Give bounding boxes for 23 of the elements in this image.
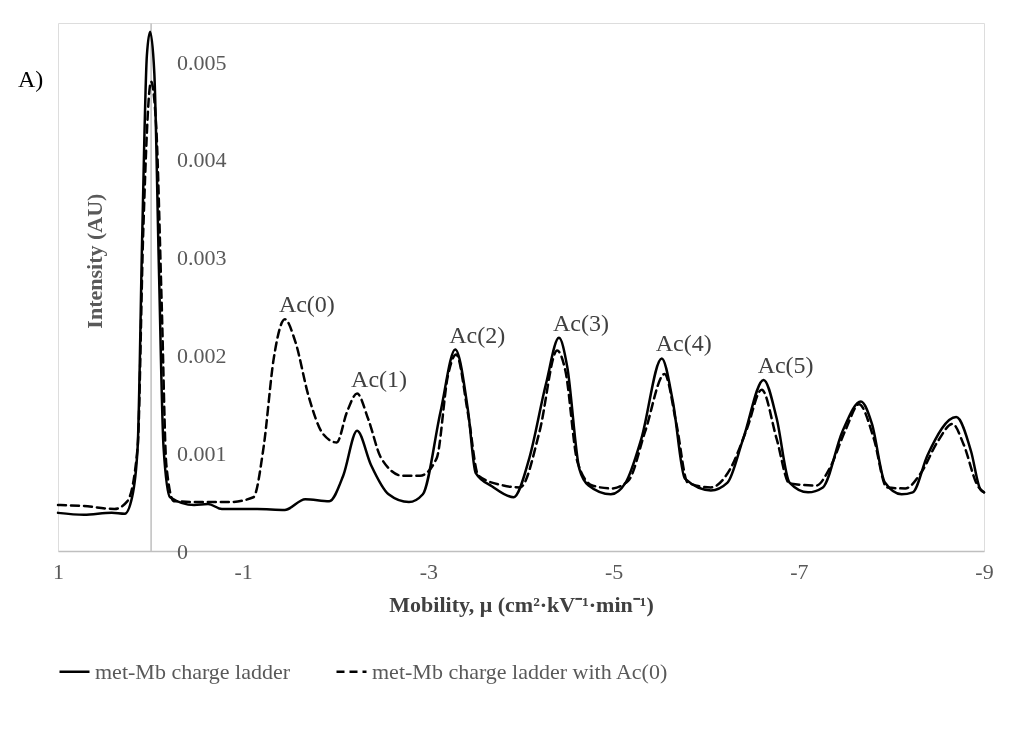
y-tick-label: 0.002 (177, 342, 227, 368)
x-axis-title: Mobility, μ (cm²·kV⁻¹·min⁻¹) (389, 591, 654, 617)
y-tick-label: 0.004 (177, 147, 227, 173)
annotation: Ac(0) (278, 291, 335, 318)
x-tick-label: -3 (419, 558, 439, 584)
x-tick-label: -5 (604, 558, 624, 584)
y-tick-label: 0.001 (177, 440, 227, 466)
annotation: Ac(1) (351, 365, 408, 392)
text: A) (18, 66, 44, 92)
y-tick-label: 0.005 (177, 49, 227, 75)
legend-label: met-Mb charge ladder (95, 658, 291, 684)
y-tick-label: 0.003 (177, 245, 227, 271)
x-tick-label: -9 (975, 558, 994, 584)
x-tick-label: 1 (53, 558, 64, 584)
y-axis-title: Intensity (AU) (82, 193, 108, 329)
x-tick-label: -7 (790, 558, 809, 584)
x-tick-label: -1 (234, 558, 253, 584)
annotation: Ac(4) (655, 330, 712, 357)
legend-label: met-Mb charge ladder with Ac(0) (372, 658, 668, 684)
annotation: Ac(5) (757, 351, 814, 378)
y-tick-label: 0 (177, 538, 189, 564)
annotation: Ac(2) (449, 321, 506, 348)
annotation: Ac(3) (552, 309, 609, 336)
